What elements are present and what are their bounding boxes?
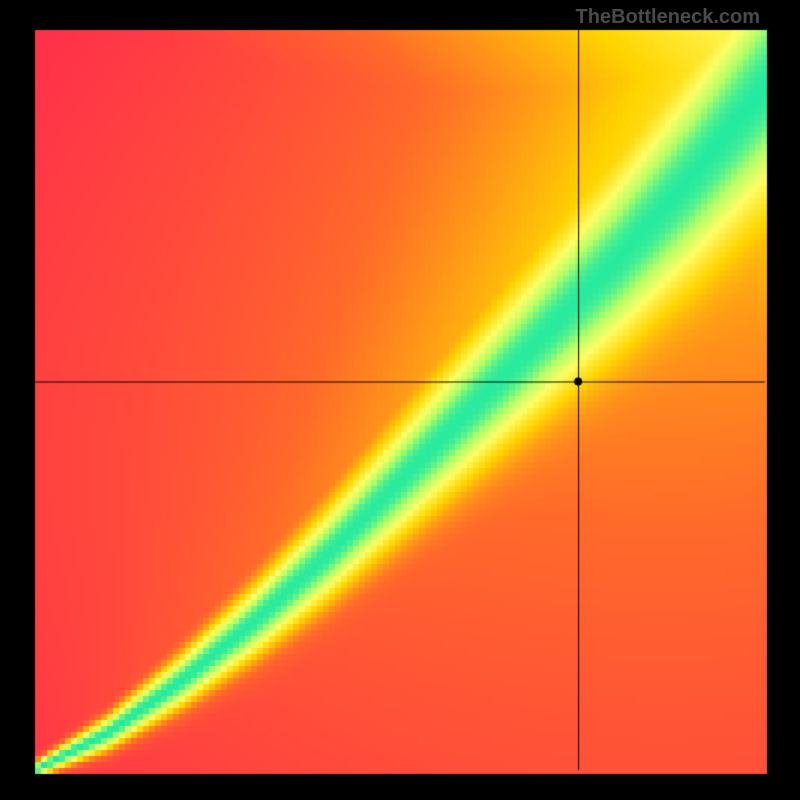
heatmap-canvas [0, 0, 800, 800]
watermark-text: TheBottleneck.com [576, 6, 760, 29]
root-container: TheBottleneck.com [0, 0, 800, 800]
